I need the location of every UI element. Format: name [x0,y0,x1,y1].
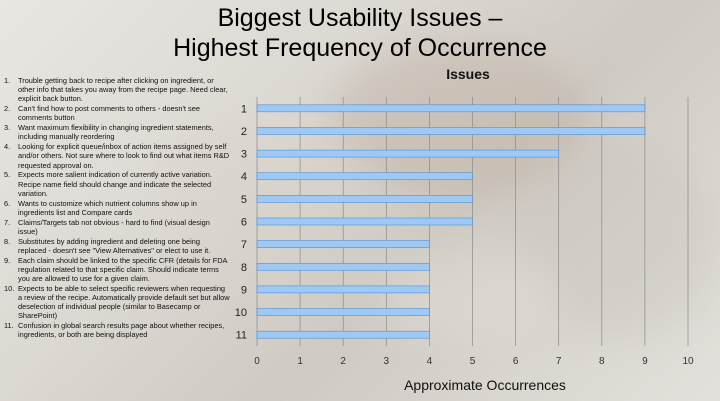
bar-issue-11 [256,330,430,339]
x-tick-label: 2 [340,356,346,367]
issue-text: Can't find how to post comments to other… [18,104,200,123]
y-tick-label: 10 [235,307,247,319]
issue-item: 5. Expects more salient indication of cur… [4,170,230,198]
x-tick-label: 7 [556,356,562,367]
y-tick-label: 5 [241,194,247,206]
issue-item: 10. Expects to be able to select specific… [4,284,230,321]
issue-number: 6. [4,198,11,208]
x-tick-label: 5 [470,356,476,367]
issue-number: 8. [4,236,11,246]
issue-text: Expects more salient indication of curre… [18,170,212,198]
y-tick-label: 3 [241,149,247,161]
bar-issue-7 [256,240,430,248]
slide-title-line-1: Biggest Usability Issues – [217,4,503,32]
x-tick-label: 8 [599,356,605,367]
slide-title: Biggest Usability Issues – Highest Frequ… [0,3,720,63]
issue-number: 1. [4,76,11,85]
y-tick-label: 11 [236,330,247,342]
issue-text: Trouble getting back to recipe after cli… [18,76,228,104]
issue-item: 7. Claims/Targets tab not obvious - hard … [4,218,230,236]
issue-number: 9. [4,255,11,265]
issue-text: Each claim should be linked to the speci… [18,255,228,284]
issue-number: 10. [4,283,15,293]
issue-text: Looking for explicit queue/inbox of acti… [18,142,230,170]
y-tick-label: 7 [241,239,247,251]
issue-text: Substitutes by adding ingredient and del… [18,236,211,255]
x-tick-label: 6 [513,356,519,367]
slide-title-line-2: Highest Frequency of Occurrence [173,34,547,62]
x-tick-label: 4 [427,356,433,367]
x-tick-label: 0 [254,356,260,367]
issue-number: 11. [4,321,14,331]
issue-number: 2. [4,104,11,114]
chart-title: Issues [446,66,490,82]
x-tick-label: 3 [384,356,390,367]
x-axis-label: Approximate Occurrences [404,377,566,393]
y-tick-label: 2 [241,126,247,138]
issue-item: 8. Substitutes by adding ingredient and d… [4,237,230,255]
issue-item: 2. Can't find how to post comments to oth… [4,104,230,122]
x-tick-label: 9 [642,356,648,367]
issue-text: Wants to customize which nutrient column… [18,198,197,217]
issue-item: 3. Want maximum flexibility in changing i… [4,123,230,141]
issue-number: 5. [4,170,11,180]
y-tick-label: 4 [241,171,247,183]
bar-issue-6 [256,217,473,226]
x-tick-label: 1 [297,356,303,367]
issue-text: Want maximum flexibility in changing ing… [18,123,214,142]
issue-number: 4. [4,142,11,152]
x-tick-label: 10 [682,356,694,367]
issue-text: Expects to be able to select specific re… [18,283,230,321]
issue-text: Claims/Targets tab not obvious - hard to… [18,217,210,236]
y-tick-label: 9 [241,284,247,296]
issue-number: 3. [4,123,11,133]
bar-issue-5 [256,195,473,203]
issue-number: 7. [4,217,11,227]
y-tick-label: 8 [241,262,247,274]
issue-item: 9. Each claim should be linked to the spe… [4,256,230,284]
background-photo-shape [520,140,720,340]
bar-issue-8 [256,262,430,271]
issue-item: 1. Trouble getting back to recipe after c… [4,76,230,104]
issue-item: 6. Wants to customize which nutrient colu… [4,199,230,217]
issue-item: 4. Looking for explicit queue/inbox of ac… [4,142,230,170]
issue-item: 11. Confusion in global search results pa… [4,321,230,339]
bar-issue-2 [256,127,646,135]
bar-issue-3 [256,149,560,158]
issues-list: 1. Trouble getting back to recipe after c… [4,76,230,340]
bar-issue-10 [256,308,430,316]
bar-issue-1 [256,104,646,113]
bar-issue-4 [256,172,473,181]
y-tick-label: 6 [241,217,247,229]
issue-text: Confusion in global search results page … [18,321,225,340]
y-tick-label: 1 [241,103,247,115]
bar-issue-9 [256,285,430,294]
